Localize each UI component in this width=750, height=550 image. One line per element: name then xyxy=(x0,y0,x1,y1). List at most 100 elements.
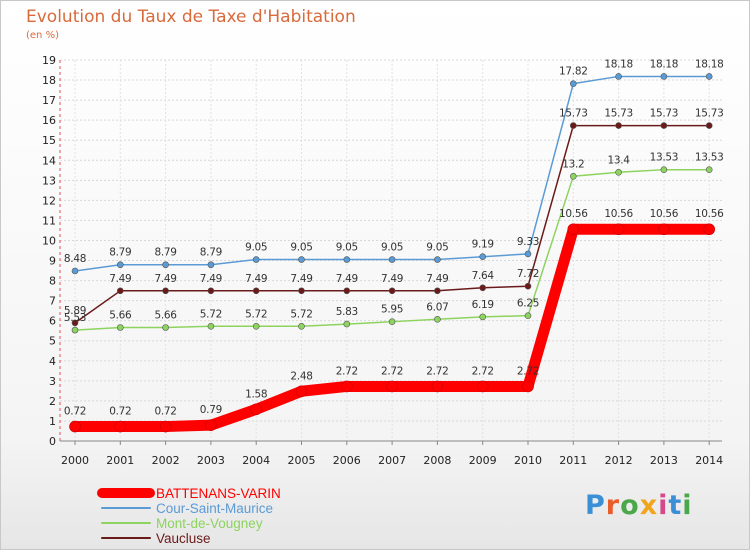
data-label: 5.72 xyxy=(245,308,267,320)
data-label: 13.53 xyxy=(695,152,724,164)
data-label: 8.79 xyxy=(200,247,222,259)
x-tick-label: 2005 xyxy=(288,454,316,467)
data-point xyxy=(660,166,668,173)
x-tick-label: 2001 xyxy=(106,454,134,467)
data-point xyxy=(476,380,489,393)
legend-label: Vaucluse xyxy=(156,531,211,546)
x-tick-label: 2000 xyxy=(61,454,89,467)
y-tick-label: 13 xyxy=(42,174,56,187)
x-tick-label: 2013 xyxy=(650,454,678,467)
data-point xyxy=(162,324,169,331)
data-point xyxy=(479,253,487,261)
data-label: 5.72 xyxy=(200,308,222,320)
data-point xyxy=(159,420,172,433)
data-label: 5.72 xyxy=(290,308,312,320)
data-label: 7.64 xyxy=(472,270,495,282)
data-point xyxy=(162,287,169,295)
data-label: 0.72 xyxy=(64,406,86,418)
data-point xyxy=(340,380,353,393)
y-tick-label: 9 xyxy=(49,255,56,268)
data-label: 5.95 xyxy=(381,304,403,316)
data-point xyxy=(524,282,532,290)
data-label: 7.72 xyxy=(517,268,539,280)
data-point xyxy=(117,324,124,331)
data-point xyxy=(295,385,308,398)
data-label: 7.49 xyxy=(245,273,267,285)
data-label: 8.79 xyxy=(109,247,131,259)
data-label: 2.72 xyxy=(336,365,358,377)
data-point xyxy=(567,223,580,236)
data-point xyxy=(343,256,351,263)
logo-letter: r xyxy=(605,490,621,521)
data-point xyxy=(69,420,81,433)
legend-label: Cour-Saint-Maurice xyxy=(156,501,273,516)
x-tick-label: 2003 xyxy=(197,454,225,467)
data-label: 9.33 xyxy=(517,236,539,248)
data-point xyxy=(162,261,169,269)
unit-label: (en %) xyxy=(26,30,59,41)
data-point xyxy=(71,326,79,334)
logo-letter: t xyxy=(668,490,683,521)
data-point xyxy=(569,122,577,129)
data-point xyxy=(207,287,215,295)
x-tick-label: 2006 xyxy=(333,454,361,467)
data-point xyxy=(431,380,444,393)
x-tick-label: 2010 xyxy=(514,454,542,467)
data-label: 15.73 xyxy=(695,108,724,120)
data-point xyxy=(298,322,305,330)
data-label: 2.72 xyxy=(517,365,539,377)
y-tick-label: 5 xyxy=(49,335,56,348)
data-label: 15.73 xyxy=(604,108,633,120)
data-point xyxy=(114,420,127,433)
legend-label: Mont-de-Vougney xyxy=(156,516,263,531)
x-tick-label: 2009 xyxy=(469,454,497,467)
data-point xyxy=(71,267,79,275)
data-label: 9.05 xyxy=(381,242,403,254)
data-point xyxy=(434,315,441,323)
data-point xyxy=(252,287,260,295)
x-tick-label: 2002 xyxy=(152,454,180,467)
y-tick-label: 16 xyxy=(42,114,56,127)
y-tick-label: 17 xyxy=(42,94,56,107)
data-label: 2.72 xyxy=(426,365,448,377)
y-tick-label: 10 xyxy=(42,234,56,247)
logo-letter: i xyxy=(658,490,669,521)
data-label: 0.72 xyxy=(155,406,177,418)
x-tick-label: 2011 xyxy=(559,454,587,467)
data-point xyxy=(524,312,532,319)
y-tick-label: 7 xyxy=(49,295,56,308)
y-tick-label: 18 xyxy=(42,74,56,87)
y-tick-label: 2 xyxy=(49,395,56,408)
data-label: 2.48 xyxy=(290,370,312,382)
data-point xyxy=(205,419,217,431)
logo-letter: x xyxy=(639,490,659,521)
data-point xyxy=(343,287,351,295)
data-label: 9.05 xyxy=(426,242,448,254)
data-point xyxy=(612,223,625,236)
y-tick-label: 3 xyxy=(49,375,56,388)
data-point xyxy=(705,73,713,80)
data-point xyxy=(434,256,441,263)
data-label: 2.72 xyxy=(472,365,494,377)
series-layer xyxy=(69,73,716,433)
y-tick-label: 15 xyxy=(42,134,56,147)
data-label: 10.56 xyxy=(559,208,588,220)
data-label: 2.72 xyxy=(381,365,403,377)
y-tick-label: 19 xyxy=(42,54,56,67)
data-label: 8.79 xyxy=(155,247,177,259)
data-label: 13.53 xyxy=(650,152,679,164)
logo-letter: P xyxy=(585,490,606,521)
data-label: 9.05 xyxy=(290,242,312,254)
data-point xyxy=(388,256,396,263)
data-label: 9.19 xyxy=(472,239,494,251)
data-point xyxy=(569,173,577,180)
data-point xyxy=(705,122,713,129)
data-point xyxy=(479,284,487,292)
data-point xyxy=(615,168,622,176)
data-label: 1.58 xyxy=(245,388,267,400)
data-label: 18.18 xyxy=(604,58,633,70)
data-label: 15.73 xyxy=(650,108,679,120)
